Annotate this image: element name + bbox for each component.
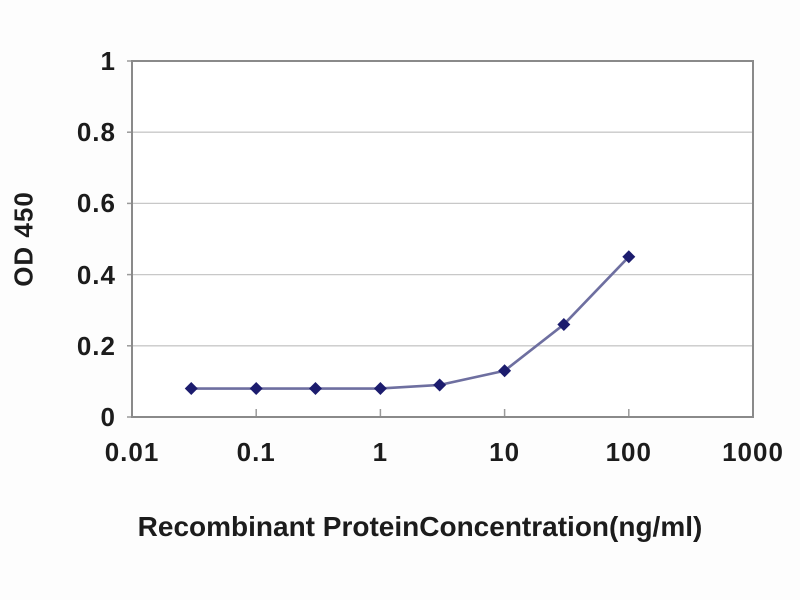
data-point-marker: [622, 250, 636, 264]
data-point-marker: [498, 364, 512, 378]
plot-border: [131, 60, 754, 418]
series-line: [189, 255, 631, 390]
data-point-marker: [249, 382, 263, 396]
data-point-marker: [557, 317, 571, 331]
data-point-marker: [373, 382, 387, 396]
data-point-marker: [184, 382, 198, 396]
x-axis-title: Recombinant ProteinConcentration(ng/ml): [137, 511, 703, 542]
plot-background: [132, 61, 753, 417]
y-axis-title: OD 450: [8, 191, 39, 287]
data-point-marker: [308, 382, 322, 396]
data-point-marker: [433, 378, 447, 392]
